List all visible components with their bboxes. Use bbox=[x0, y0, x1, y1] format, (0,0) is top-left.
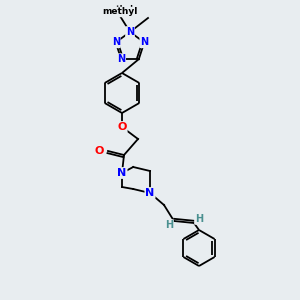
Text: N: N bbox=[112, 38, 120, 47]
Text: methyl: methyl bbox=[102, 8, 138, 16]
Text: O: O bbox=[94, 146, 104, 156]
Text: O: O bbox=[117, 122, 127, 132]
Text: methyl: methyl bbox=[103, 4, 133, 14]
Text: N: N bbox=[146, 188, 154, 198]
Text: H: H bbox=[195, 214, 203, 224]
Text: N: N bbox=[126, 27, 134, 37]
Text: H: H bbox=[165, 220, 173, 230]
Text: N: N bbox=[140, 38, 148, 47]
Text: N: N bbox=[117, 54, 125, 64]
Text: N: N bbox=[117, 168, 127, 178]
